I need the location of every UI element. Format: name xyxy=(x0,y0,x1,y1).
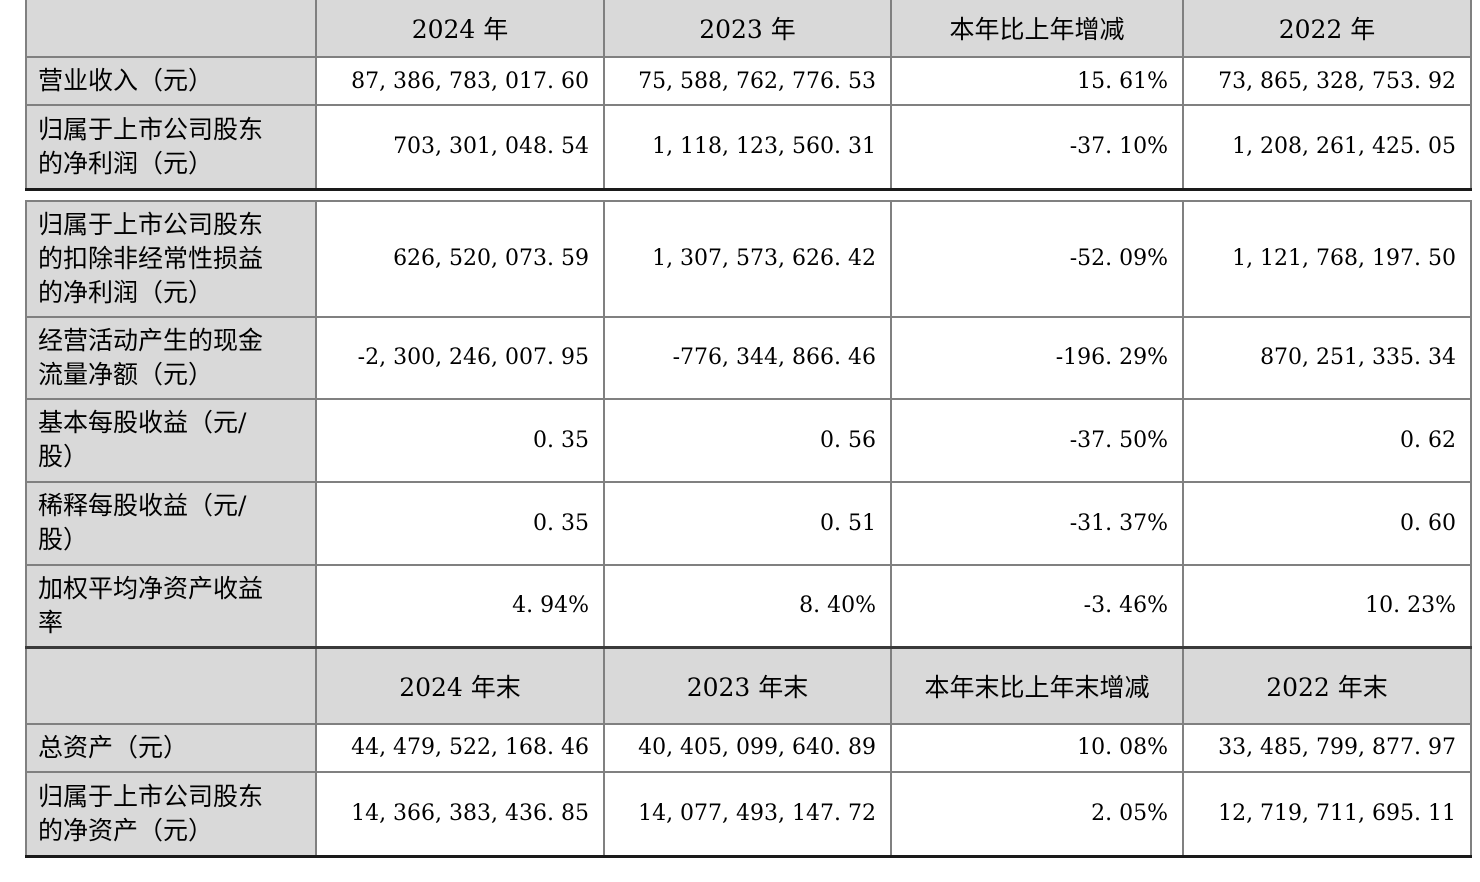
table-row-weighted-avg-roe: 加权平均净资产收益 率 4. 94% 8. 40% -3. 46% 10. 23… xyxy=(25,563,1472,649)
header-row-annual: 2024 年 2023 年 本年比上年增减 2022 年 xyxy=(25,0,1472,58)
cell-value-2023: 0. 51 xyxy=(603,480,892,566)
column-header-2024-end: 2024 年末 xyxy=(315,646,605,725)
cell-value-2024: 626, 520, 073. 59 xyxy=(315,199,605,318)
cell-value-2024: 4. 94% xyxy=(315,563,605,649)
cell-value-change: -196. 29% xyxy=(890,315,1184,400)
cell-value-change: -31. 37% xyxy=(890,480,1184,566)
column-header-blank xyxy=(25,0,317,58)
cell-value-2024: 44, 479, 522, 168. 46 xyxy=(315,722,605,773)
cell-value-2024: -2, 300, 246, 007. 95 xyxy=(315,315,605,400)
cell-value-2022: 12, 719, 711, 695. 11 xyxy=(1182,770,1472,858)
cell-value-2023: 8. 40% xyxy=(603,563,892,649)
cell-value-change: -52. 09% xyxy=(890,199,1184,318)
header-row-year-end: 2024 年末 2023 年末 本年末比上年末增减 2022 年末 xyxy=(25,646,1472,725)
row-label: 稀释每股收益（元/ 股） xyxy=(25,480,317,566)
cell-value-2022: 1, 121, 768, 197. 50 xyxy=(1182,199,1472,318)
column-header-2022: 2022 年 xyxy=(1182,0,1472,58)
cell-value-2022: 870, 251, 335. 34 xyxy=(1182,315,1472,400)
table-row-basic-eps: 基本每股收益（元/ 股） 0. 35 0. 56 -37. 50% 0. 62 xyxy=(25,397,1472,483)
financial-table-part-2: 归属于上市公司股东 的扣除非经常性损益 的净利润（元） 626, 520, 07… xyxy=(25,199,1472,858)
row-label: 经营活动产生的现金 流量净额（元） xyxy=(25,315,317,400)
cell-value-2023: 14, 077, 493, 147. 72 xyxy=(603,770,892,858)
cell-value-2024: 0. 35 xyxy=(315,480,605,566)
column-header-yoy-change: 本年比上年增减 xyxy=(890,0,1184,58)
cell-value-2022: 1, 208, 261, 425. 05 xyxy=(1182,104,1472,191)
cell-value-change: -3. 46% xyxy=(890,563,1184,649)
financial-table-part-1: 2024 年 2023 年 本年比上年增减 2022 年 营业收入（元） 87,… xyxy=(25,0,1472,191)
cell-value-2022: 0. 62 xyxy=(1182,397,1472,483)
table-row-net-profit: 归属于上市公司股东 的净利润（元） 703, 301, 048. 54 1, 1… xyxy=(25,104,1472,191)
cell-value-change: 10. 08% xyxy=(890,722,1184,773)
column-header-2023-end: 2023 年末 xyxy=(603,646,892,725)
cell-value-2022: 73, 865, 328, 753. 92 xyxy=(1182,56,1472,106)
row-label: 基本每股收益（元/ 股） xyxy=(25,397,317,483)
row-label: 归属于上市公司股东 的扣除非经常性损益 的净利润（元） xyxy=(25,199,317,318)
table-row-revenue: 营业收入（元） 87, 386, 783, 017. 60 75, 588, 7… xyxy=(25,56,1472,106)
row-label: 营业收入（元） xyxy=(25,56,317,106)
cell-value-2024: 14, 366, 383, 436. 85 xyxy=(315,770,605,858)
row-label: 总资产（元） xyxy=(25,722,317,773)
cell-value-2023: 1, 118, 123, 560. 31 xyxy=(603,104,892,191)
cell-value-2022: 10. 23% xyxy=(1182,563,1472,649)
row-label: 加权平均净资产收益 率 xyxy=(25,563,317,649)
column-header-2022-end: 2022 年末 xyxy=(1182,646,1472,725)
cell-value-change: 2. 05% xyxy=(890,770,1184,858)
cell-value-change: -37. 10% xyxy=(890,104,1184,191)
cell-value-2023: 1, 307, 573, 626. 42 xyxy=(603,199,892,318)
cell-value-2023: 40, 405, 099, 640. 89 xyxy=(603,722,892,773)
cell-value-2022: 33, 485, 799, 877. 97 xyxy=(1182,722,1472,773)
row-label: 归属于上市公司股东 的净资产（元） xyxy=(25,770,317,858)
table-row-total-assets: 总资产（元） 44, 479, 522, 168. 46 40, 405, 09… xyxy=(25,722,1472,773)
financial-summary-table: 2024 年 2023 年 本年比上年增减 2022 年 营业收入（元） 87,… xyxy=(25,0,1472,858)
cell-value-change: 15. 61% xyxy=(890,56,1184,106)
table-row-operating-cash-flow: 经营活动产生的现金 流量净额（元） -2, 300, 246, 007. 95 … xyxy=(25,315,1472,400)
cell-value-2022: 0. 60 xyxy=(1182,480,1472,566)
cell-value-2024: 0. 35 xyxy=(315,397,605,483)
row-label: 归属于上市公司股东 的净利润（元） xyxy=(25,104,317,191)
cell-value-2023: 75, 588, 762, 776. 53 xyxy=(603,56,892,106)
column-header-year-end-change: 本年末比上年末增减 xyxy=(890,646,1184,725)
table-row-diluted-eps: 稀释每股收益（元/ 股） 0. 35 0. 51 -31. 37% 0. 60 xyxy=(25,480,1472,566)
column-header-2024: 2024 年 xyxy=(315,0,605,58)
cell-value-2024: 703, 301, 048. 54 xyxy=(315,104,605,191)
cell-value-2023: 0. 56 xyxy=(603,397,892,483)
cell-value-2023: -776, 344, 866. 46 xyxy=(603,315,892,400)
table-row-deducted-net-profit: 归属于上市公司股东 的扣除非经常性损益 的净利润（元） 626, 520, 07… xyxy=(25,199,1472,318)
column-header-2023: 2023 年 xyxy=(603,0,892,58)
table-row-net-assets: 归属于上市公司股东 的净资产（元） 14, 366, 383, 436. 85 … xyxy=(25,770,1472,858)
cell-value-change: -37. 50% xyxy=(890,397,1184,483)
cell-value-2024: 87, 386, 783, 017. 60 xyxy=(315,56,605,106)
column-header-blank xyxy=(25,646,317,725)
